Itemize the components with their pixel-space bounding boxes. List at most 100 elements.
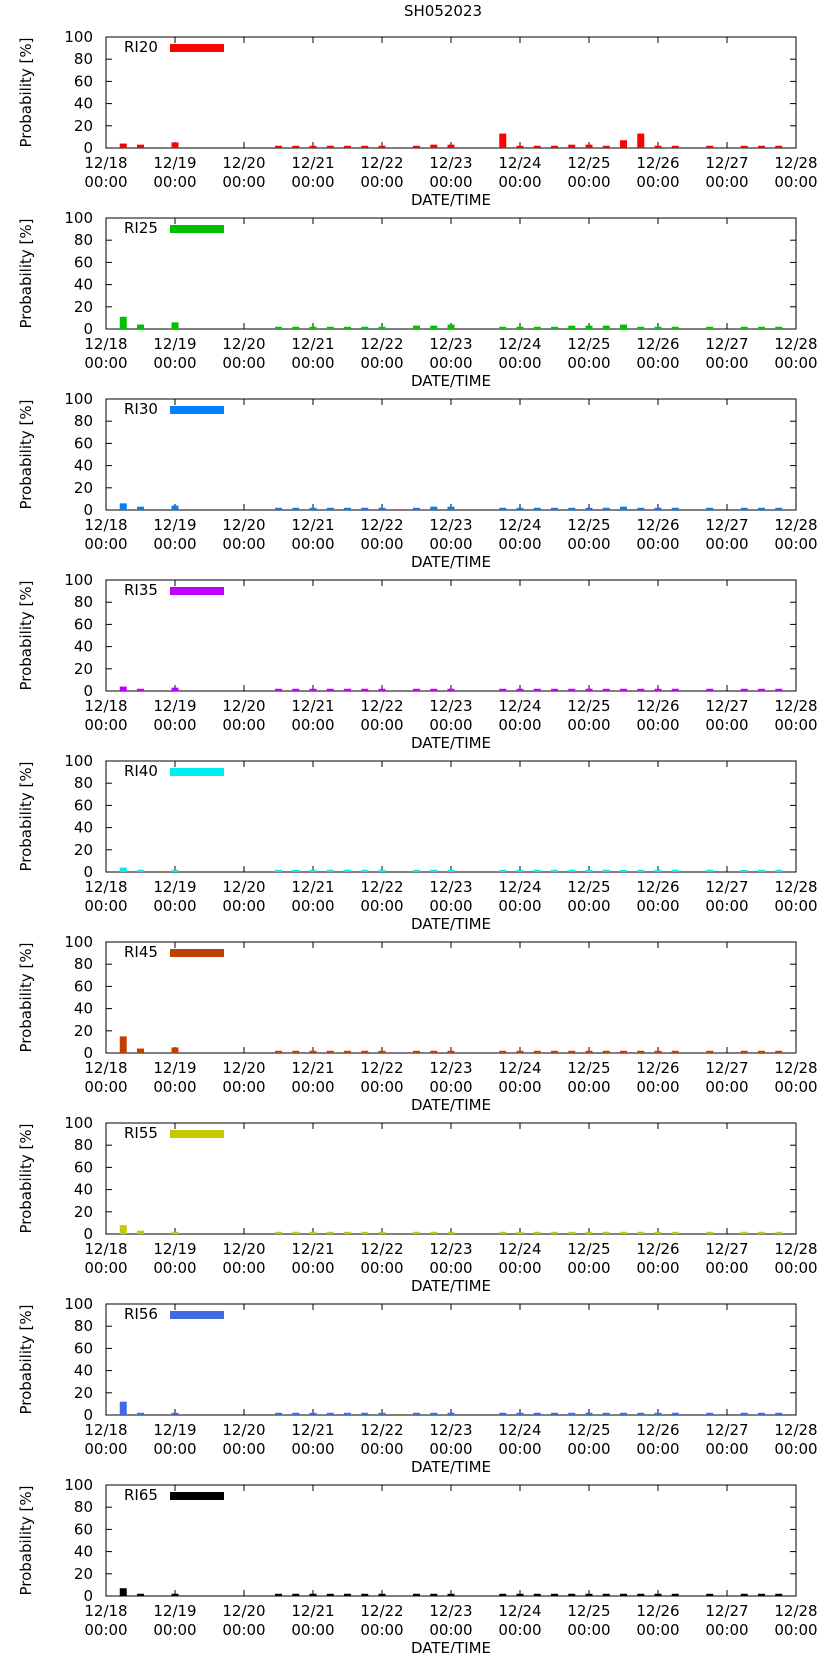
bar: [137, 1048, 144, 1053]
x-tick-time-label: 00:00: [84, 1078, 127, 1096]
bar: [516, 1231, 524, 1234]
bar: [654, 145, 662, 148]
x-tick-time-label: 00:00: [153, 716, 196, 734]
legend-label: RI40: [124, 762, 158, 780]
x-tick-date-label: 12/25: [567, 335, 610, 353]
bar: [637, 1593, 645, 1596]
x-tick-time-label: 00:00: [705, 535, 748, 553]
x-tick-time-label: 00:00: [222, 716, 265, 734]
bar: [706, 688, 714, 691]
y-tick-label: 100: [64, 28, 93, 46]
y-axis-title: Probability [%]: [17, 218, 35, 328]
x-tick-time-label: 00:00: [360, 173, 403, 191]
bar: [602, 1050, 610, 1053]
bar: [292, 869, 300, 872]
bar: [361, 145, 369, 148]
bar: [533, 1231, 541, 1234]
bar: [413, 1412, 420, 1415]
x-tick-date-label: 12/18: [84, 335, 127, 353]
x-tick-date-label: 12/23: [429, 1059, 472, 1077]
x-tick-date-label: 12/23: [429, 335, 472, 353]
x-tick-date-label: 12/24: [498, 1059, 541, 1077]
bar: [585, 507, 593, 510]
x-tick-time-label: 00:00: [360, 1440, 403, 1458]
x-tick-date-label: 12/26: [636, 1421, 679, 1439]
bar: [499, 1593, 507, 1596]
x-tick-date-label: 12/19: [153, 1421, 196, 1439]
bar: [551, 688, 558, 691]
bar: [430, 688, 438, 691]
bar: [516, 869, 524, 872]
x-tick-time-label: 00:00: [360, 1621, 403, 1639]
plot-frame: [105, 1122, 797, 1235]
bar: [637, 688, 645, 691]
bar: [171, 869, 179, 872]
x-tick-time-label: 00:00: [636, 354, 679, 372]
x-tick-date-label: 12/25: [567, 1240, 610, 1258]
bar: [533, 869, 541, 872]
bar: [171, 505, 179, 510]
bar: [568, 688, 576, 691]
bar: [499, 688, 507, 691]
bar: [413, 507, 420, 510]
x-tick-time-label: 00:00: [567, 1440, 610, 1458]
bar: [654, 1593, 662, 1596]
x-tick-time-label: 00:00: [84, 535, 127, 553]
bar: [361, 1593, 369, 1596]
x-tick-date-label: 12/19: [153, 878, 196, 896]
y-tick-label: 60: [74, 253, 93, 271]
bar: [775, 688, 783, 691]
x-tick-date-label: 12/18: [84, 1240, 127, 1258]
x-tick-date-label: 12/25: [567, 878, 610, 896]
bar: [671, 1412, 679, 1415]
bar: [775, 1593, 783, 1596]
x-axis-title: DATE/TIME: [411, 1458, 491, 1476]
y-tick-label: 20: [74, 1022, 93, 1040]
y-tick-label: 100: [64, 1114, 93, 1132]
x-tick-time-label: 00:00: [84, 1259, 127, 1277]
x-tick-date-label: 12/21: [291, 697, 334, 715]
y-tick-label: 0: [83, 863, 93, 881]
bar: [378, 326, 386, 329]
bar: [430, 1412, 438, 1415]
y-tick-label: 80: [74, 50, 93, 68]
bar: [447, 1412, 455, 1415]
bar: [499, 869, 507, 872]
x-tick-date-label: 12/24: [498, 154, 541, 172]
panel-ri20: 02040608010012/1800:0012/1900:0012/2000:…: [17, 28, 818, 209]
x-tick-date-label: 12/26: [636, 1059, 679, 1077]
bar: [620, 688, 627, 691]
bar: [361, 1050, 369, 1053]
bar: [775, 869, 783, 872]
x-tick-time-label: 00:00: [84, 716, 127, 734]
bar: [671, 1050, 679, 1053]
bar: [758, 326, 765, 329]
y-tick-label: 20: [74, 660, 93, 678]
bar: [137, 506, 144, 510]
x-tick-date-label: 12/22: [360, 878, 403, 896]
bar: [171, 1231, 179, 1234]
y-tick-label: 80: [74, 1498, 93, 1516]
x-tick-date-label: 12/26: [636, 1240, 679, 1258]
legend-label: RI35: [124, 581, 158, 599]
x-tick-date-label: 12/18: [84, 697, 127, 715]
bar: [292, 1050, 300, 1053]
y-axis-title: Probability [%]: [17, 580, 35, 690]
x-tick-date-label: 12/21: [291, 516, 334, 534]
x-tick-date-label: 12/26: [636, 335, 679, 353]
bar: [602, 145, 610, 148]
bar: [275, 1593, 282, 1596]
panel-ri25: 02040608010012/1800:0012/1900:0012/2000:…: [17, 209, 818, 390]
bar: [275, 688, 282, 691]
x-tick-time-label: 00:00: [774, 1259, 817, 1277]
bar: [585, 869, 593, 872]
y-tick-label: 20: [74, 1565, 93, 1583]
x-tick-date-label: 12/28: [774, 335, 817, 353]
x-tick-time-label: 00:00: [705, 354, 748, 372]
x-tick-date-label: 12/27: [705, 697, 748, 715]
x-tick-time-label: 00:00: [153, 1078, 196, 1096]
bar: [430, 1593, 438, 1596]
bar: [326, 1231, 334, 1234]
x-axis-title: DATE/TIME: [411, 915, 491, 933]
bar: [430, 1050, 438, 1053]
